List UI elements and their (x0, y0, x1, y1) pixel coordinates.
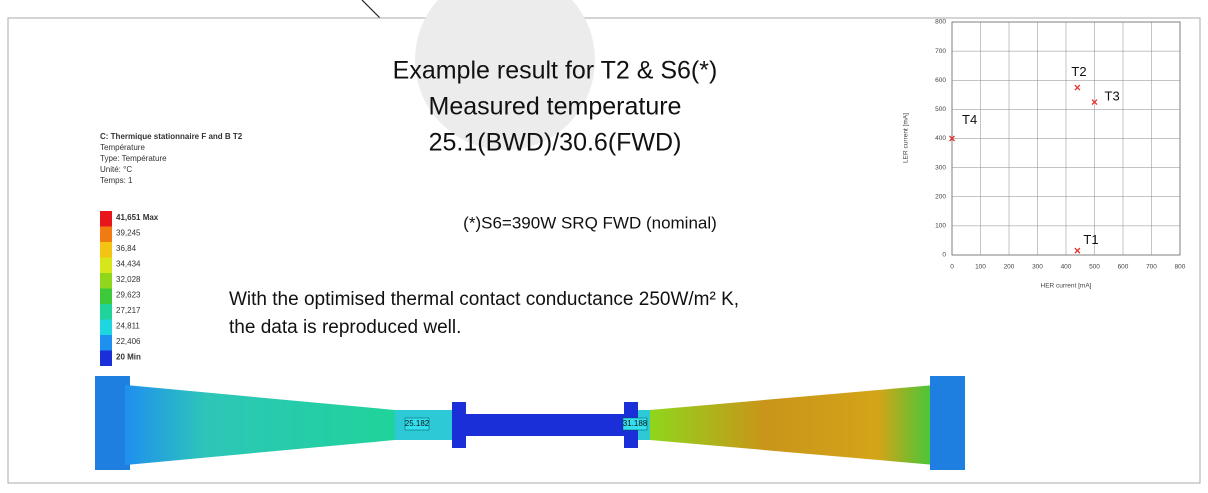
point-label: T2 (1071, 64, 1086, 79)
legend-label: 41,651 Max (116, 213, 159, 222)
x-tick-label: 400 (1061, 264, 1072, 271)
legend-label: 27,217 (116, 306, 141, 315)
y-tick-label: 200 (935, 193, 946, 200)
y-axis-label: LER current [mA] (903, 113, 910, 163)
legend-swatch (100, 258, 112, 274)
x-tick-label: 800 (1175, 264, 1186, 271)
legend-swatch (100, 320, 112, 336)
point-label: T1 (1083, 232, 1098, 247)
y-tick-label: 300 (935, 164, 946, 171)
model-info: Temps: 1 (100, 176, 133, 185)
y-tick-label: 0 (942, 252, 946, 259)
legend-swatch (100, 211, 112, 227)
title-line: Example result for T2 & S6(*) (393, 57, 718, 85)
x-tick-label: 600 (1118, 264, 1129, 271)
title-line: 25.1(BWD)/30.6(FWD) (429, 129, 682, 157)
y-tick-label: 400 (935, 135, 946, 142)
y-tick-label: 600 (935, 77, 946, 84)
point-label: T3 (1105, 89, 1120, 104)
conclusion-line: With the optimised thermal contact condu… (229, 289, 739, 310)
model-title: C: Thermique stationnaire F and B T2 (100, 132, 243, 141)
legend-swatch (100, 289, 112, 305)
x-tick-label: 700 (1146, 264, 1157, 271)
legend-label: 24,811 (116, 322, 140, 331)
model-info: Unité: °C (100, 165, 132, 174)
model-info: Température (100, 143, 145, 152)
y-tick-label: 100 (935, 223, 946, 230)
title-line: Measured temperature (429, 93, 682, 121)
legend-label: 39,245 (116, 229, 141, 238)
x-tick-label: 300 (1032, 264, 1043, 271)
x-tick-label: 200 (1004, 264, 1015, 271)
x-tick-label: 100 (975, 264, 986, 271)
y-tick-label: 800 (935, 19, 946, 26)
model-info: Type: Température (100, 154, 167, 163)
legend-label: 20 Min (116, 353, 141, 362)
y-tick-label: 500 (935, 106, 946, 113)
x-tick-label: 0 (950, 264, 954, 271)
x-axis-label: HER current [mA] (1041, 283, 1092, 290)
legend-label: 22,406 (116, 337, 141, 346)
conclusion-line: the data is reproduced well. (229, 317, 461, 338)
legend-swatch (100, 242, 112, 258)
note: (*)S6=390W SRQ FWD (nominal) (463, 213, 717, 232)
legend-label: 34,434 (116, 260, 141, 269)
slide-view: Example result for T2 & S6(*) Measured t… (0, 0, 1208, 493)
legend-label: 29,623 (116, 291, 141, 300)
x-tick-label: 500 (1089, 264, 1100, 271)
legend-swatch (100, 351, 112, 367)
flange (95, 376, 130, 470)
legend-label: 36,84 (116, 244, 137, 253)
bellows (452, 402, 466, 448)
flange (930, 376, 965, 470)
legend-swatch (100, 227, 112, 243)
probe-label: 31.188 (623, 419, 648, 428)
y-tick-label: 700 (935, 48, 946, 55)
legend-swatch (100, 335, 112, 351)
legend-swatch (100, 273, 112, 289)
legend-swatch (100, 304, 112, 320)
legend-label: 32,028 (116, 275, 141, 284)
point-label: T4 (962, 112, 977, 127)
probe-label: 25.182 (405, 419, 430, 428)
title: Example result for T2 & S6(*) Measured t… (393, 57, 718, 157)
center-pipe (466, 414, 626, 436)
